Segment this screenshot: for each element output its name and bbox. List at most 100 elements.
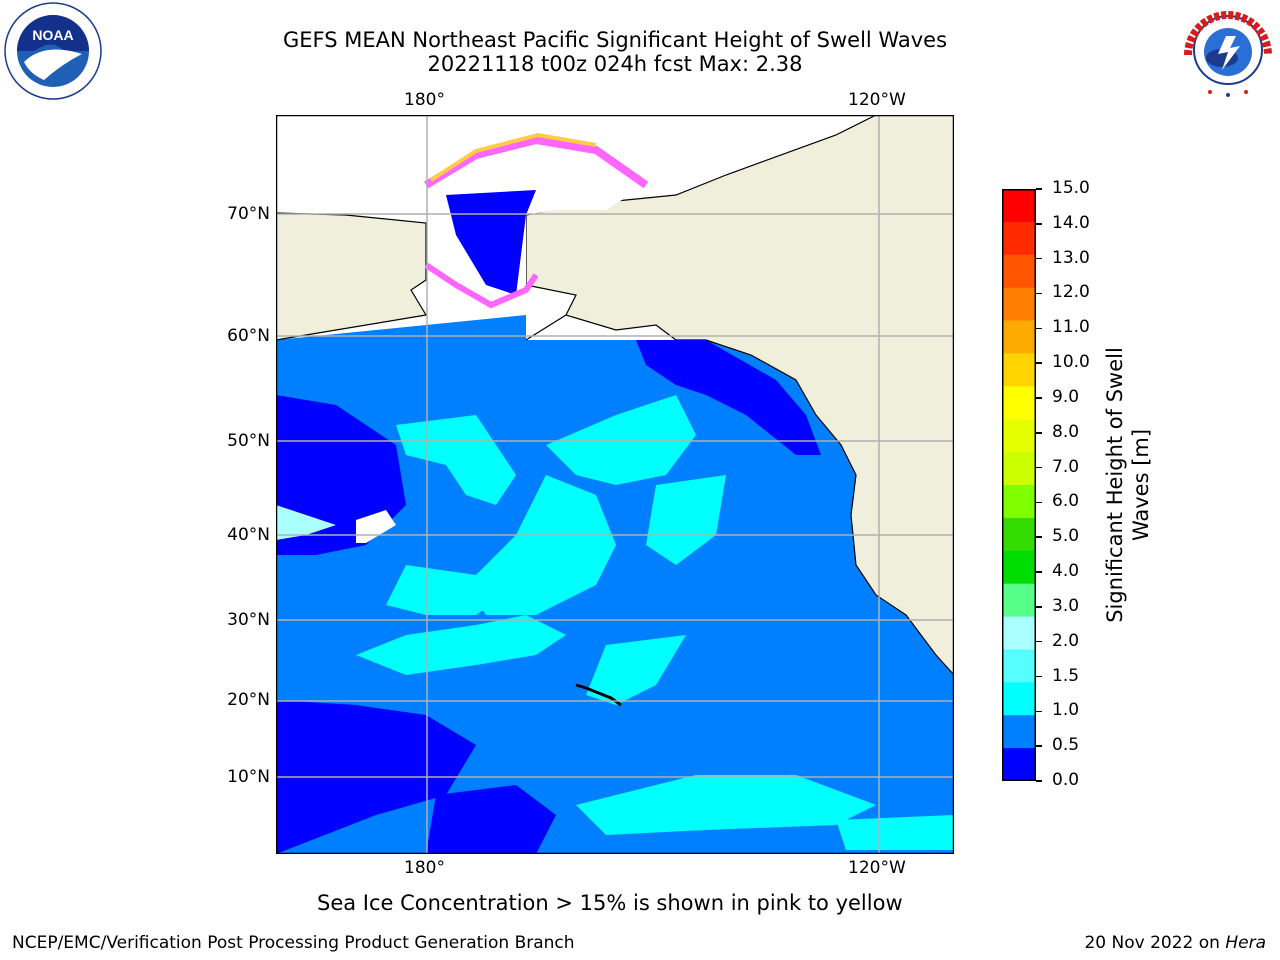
colorbar-tick-mark <box>1036 432 1042 434</box>
colorbar-label-line-2: Waves [m] <box>1129 428 1153 542</box>
colorbar-tick-label: 10.0 <box>1052 352 1090 373</box>
colorbar-frame <box>1002 189 1036 781</box>
nws-logo <box>1178 0 1278 100</box>
footer-branch: NCEP/EMC/Verification Post Processing Pr… <box>12 933 575 953</box>
colorbar-tick-mark <box>1036 675 1042 678</box>
colorbar-tick-label: 12.0 <box>1052 282 1090 303</box>
arctic-ice-edge-yellow <box>429 132 597 182</box>
colorbar <box>1002 189 1036 781</box>
colorbar-tick-mark <box>1036 536 1042 538</box>
lon-tick-top-120w: 120°W <box>848 90 906 110</box>
colorbar-tick-mark <box>1036 188 1042 190</box>
colorbar-tick-mark <box>1036 780 1042 782</box>
lon-tick-top-180: 180° <box>404 90 445 110</box>
swell-band-4 <box>646 475 726 565</box>
noaa-logo: NOAA <box>4 2 102 100</box>
lat-tick-20n: 20°N <box>227 690 270 710</box>
bering-strait-water <box>446 190 536 295</box>
graticule <box>276 115 954 854</box>
title-line-2: 20221118 t00z 024h fcst Max: 2.38 <box>427 52 803 76</box>
colorbar-segment <box>1002 517 1036 552</box>
swell-band-3 <box>466 475 616 615</box>
colorbar-segment <box>1002 287 1036 322</box>
colorbar-segment <box>1002 583 1036 618</box>
colorbar-segment <box>1002 419 1036 453</box>
colorbar-tick-mark <box>1036 606 1042 608</box>
colorbar-tick-mark <box>1036 223 1042 225</box>
colorbar-tick-label: 9.0 <box>1052 386 1080 407</box>
swell-band-6 <box>386 565 506 615</box>
swell-height-map <box>276 115 954 854</box>
bering-ocean <box>276 315 526 415</box>
swell-band-2 <box>546 395 696 485</box>
colorbar-tick-label: 7.0 <box>1052 456 1080 477</box>
colorbar-tick-label: 0.0 <box>1052 770 1080 790</box>
lat-tick-50n: 50°N <box>227 431 270 451</box>
svg-text:NOAA: NOAA <box>32 27 73 43</box>
colorbar-segment <box>1002 320 1036 354</box>
colorbar-segment <box>1002 386 1036 420</box>
swell-band-5 <box>276 505 336 540</box>
alaska-coast-low <box>636 340 821 455</box>
colorbar-tick-mark <box>1036 327 1042 330</box>
colorbar-segment <box>1002 485 1036 519</box>
swell-band-10 <box>836 815 954 850</box>
colorbar-tick-mark <box>1036 466 1042 469</box>
colorbar-segment <box>1002 748 1036 781</box>
lat-tick-40n: 40°N <box>227 525 270 545</box>
footer-date-text: 20 Nov 2022 on <box>1084 933 1226 953</box>
lon-tick-bottom-180: 180° <box>404 858 445 878</box>
lon-tick-bottom-120w: 120°W <box>848 858 906 878</box>
arctic-ice-edge <box>423 135 649 189</box>
colorbar-segment <box>1002 452 1036 486</box>
colorbar-tick-label: 4.0 <box>1052 561 1080 582</box>
colorbar-segment <box>1002 550 1036 585</box>
colorbar-segment <box>1002 254 1036 289</box>
colorbar-segment <box>1002 649 1036 683</box>
colorbar-tick-mark <box>1036 745 1042 747</box>
south-low-swell-2 <box>426 785 556 854</box>
colorbar-tick-label: 1.0 <box>1052 700 1080 721</box>
colorbar-tick-label: 8.0 <box>1052 421 1080 442</box>
footer-host: Hera <box>1225 933 1266 953</box>
colorbar-tick-mark <box>1036 257 1042 260</box>
colorbar-tick-label: 0.5 <box>1052 735 1080 756</box>
colorbar-tick-label: 2.0 <box>1052 630 1080 651</box>
colorbar-tick-mark <box>1036 710 1042 713</box>
colorbar-segment <box>1002 616 1036 650</box>
colorbar-segment <box>1002 189 1036 223</box>
colorbar-tick-mark <box>1036 571 1042 573</box>
colorbar-tick-mark <box>1036 640 1042 643</box>
colorbar-tick-label: 14.0 <box>1052 212 1090 233</box>
colorbar-segment <box>1002 221 1036 256</box>
colorbar-tick-label: 13.0 <box>1052 247 1090 268</box>
colorbar-label-line-1: Significant Height of Swell <box>1103 347 1127 623</box>
colorbar-tick-mark <box>1036 292 1042 295</box>
lat-tick-60n: 60°N <box>227 326 270 346</box>
lat-tick-70n: 70°N <box>227 204 270 224</box>
colorbar-tick-label: 11.0 <box>1052 317 1090 338</box>
swell-band-7 <box>356 615 566 675</box>
swell-band-8 <box>586 635 686 705</box>
colorbar-segment <box>1002 715 1036 749</box>
lat-tick-10n: 10°N <box>227 767 270 787</box>
sea-ice-note: Sea Ice Concentration > 15% is shown in … <box>317 891 903 915</box>
swell-band-9 <box>576 775 876 835</box>
swell-band-1 <box>396 415 516 505</box>
bering-ice-edge <box>424 262 539 309</box>
colorbar-tick-label: 1.5 <box>1052 665 1080 686</box>
colorbar-tick-mark <box>1036 501 1042 504</box>
colorbar-segment <box>1002 682 1036 716</box>
colorbar-segment <box>1002 353 1036 387</box>
chart-title: GEFS MEAN Northeast Pacific Significant … <box>0 28 1230 76</box>
colorbar-tick-label: 15.0 <box>1052 178 1090 198</box>
colorbar-tick-mark <box>1036 397 1042 399</box>
lat-tick-30n: 30°N <box>227 610 270 630</box>
footer-date: 20 Nov 2022 on Hera <box>1084 933 1266 953</box>
colorbar-tick-label: 3.0 <box>1052 595 1080 616</box>
colorbar-tick-mark <box>1036 362 1042 364</box>
colorbar-tick-label: 5.0 <box>1052 526 1080 547</box>
colorbar-label: Significant Height of Swell Waves [m] <box>1102 347 1154 623</box>
title-line-1: GEFS MEAN Northeast Pacific Significant … <box>282 28 948 52</box>
colorbar-tick-label: 6.0 <box>1052 491 1080 512</box>
